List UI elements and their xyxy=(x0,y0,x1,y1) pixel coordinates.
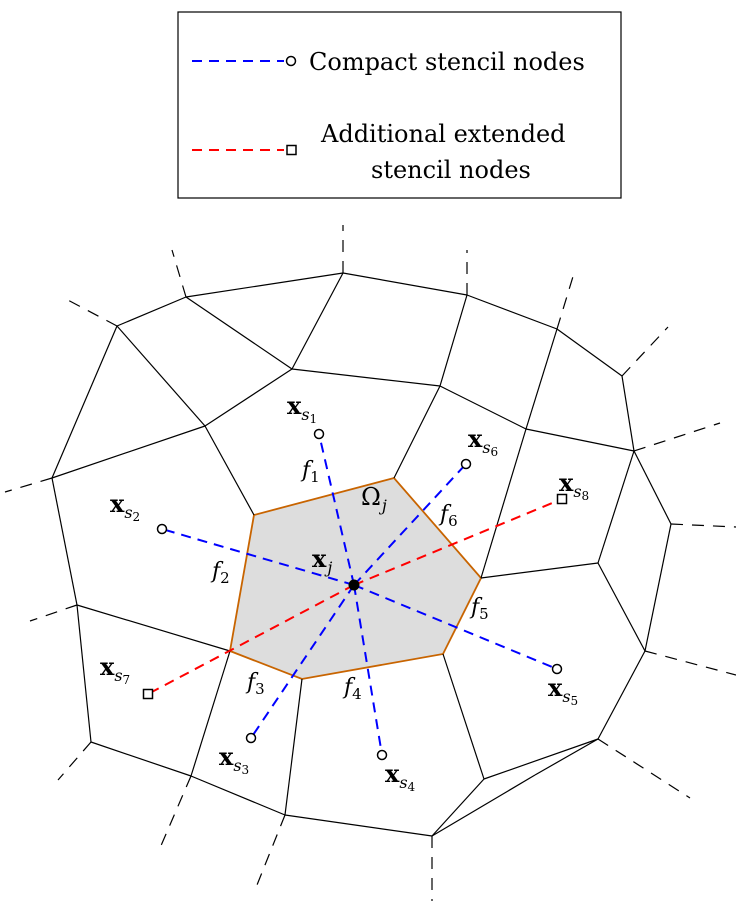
stencil-line-s8 xyxy=(353,498,563,586)
node-labels: xs1 xs2 xs3 xs4 xs5 xs6 xs7 xs8 xyxy=(100,391,589,794)
node-label-s3: xs3 xyxy=(219,742,249,777)
mesh-edges xyxy=(51,272,672,837)
face-label-f6: f6 xyxy=(438,502,458,530)
stencil-line-s1 xyxy=(318,433,355,586)
face-label-f1: f1 xyxy=(300,458,320,486)
face-label-f2: f2 xyxy=(210,559,230,587)
legend: Compact stencil nodes Additional extende… xyxy=(177,11,622,199)
face-label-f3: f3 xyxy=(245,670,265,698)
face-labels: f1 f2 f3 f4 f5 f6 xyxy=(210,458,489,703)
stencil-line-s7 xyxy=(147,584,355,695)
stencil-line-s5 xyxy=(353,584,558,670)
node-label-s7: xs7 xyxy=(100,652,130,687)
legend-extended-label-line1: Additional extended xyxy=(320,120,566,148)
node-label-s1: xs1 xyxy=(287,391,317,426)
face-label-f4: f4 xyxy=(342,675,362,703)
mesh-boundary-dashes xyxy=(4,225,736,901)
legend-compact-marker xyxy=(285,55,297,67)
node-s8-marker xyxy=(556,493,568,505)
cell-label: Ωj xyxy=(361,483,387,515)
cell-center-point xyxy=(348,579,360,591)
stencil-line-s3 xyxy=(250,584,355,739)
face-label-f5: f5 xyxy=(469,595,489,623)
node-s3-marker xyxy=(245,732,257,744)
stencil-line-s4 xyxy=(353,584,383,756)
node-label-s2: xs2 xyxy=(110,489,140,524)
legend-extended-label-line2: stencil nodes xyxy=(371,156,531,184)
stencil-nodes xyxy=(142,428,568,761)
node-label-s6: xs6 xyxy=(468,424,498,459)
node-s5-marker xyxy=(551,663,563,675)
node-label-s8: xs8 xyxy=(559,468,589,503)
node-s6-marker xyxy=(460,458,472,470)
stencil-line-s6 xyxy=(353,463,467,586)
legend-extended-marker xyxy=(286,144,297,156)
node-label-s4: xs4 xyxy=(385,759,416,794)
node-label-s5: xs5 xyxy=(548,673,578,708)
node-s7-marker xyxy=(142,688,154,700)
node-s2-marker xyxy=(156,523,168,535)
legend-box xyxy=(177,11,622,199)
center-label: xj xyxy=(312,544,332,577)
node-s1-marker xyxy=(313,428,325,440)
legend-compact-label: Compact stencil nodes xyxy=(309,48,585,76)
stencil-lines xyxy=(147,433,563,756)
node-s4-marker xyxy=(376,749,388,761)
